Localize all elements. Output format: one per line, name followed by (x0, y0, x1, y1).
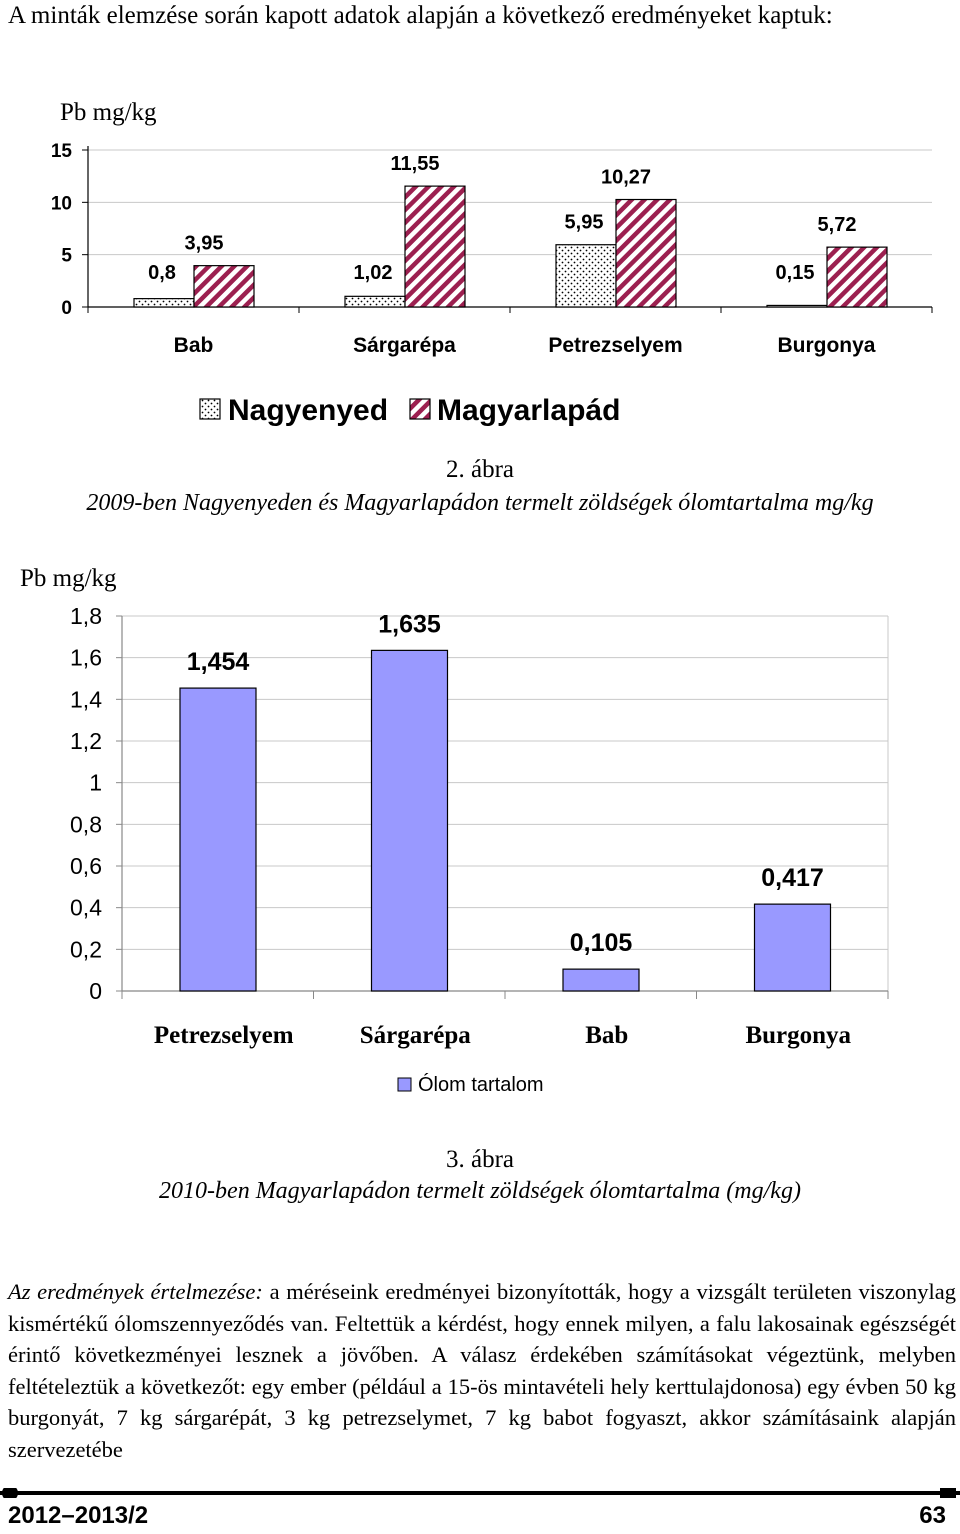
chart2-category-label: Burgonya (745, 1022, 851, 1049)
chart1-category-label: Burgonya (777, 334, 875, 357)
chart1-data-label: 0,8 (148, 262, 176, 284)
chart2-ytick-label: 1,8 (70, 603, 102, 629)
intro-text: A minták elemzése során kapott adatok al… (8, 2, 833, 29)
chart1-data-label: 0,15 (776, 262, 815, 284)
chart1-bar (344, 295, 406, 308)
chart2-data-label: 0,417 (761, 864, 824, 892)
chart1-data-label: 11,55 (391, 153, 440, 175)
chart2-bar (179, 687, 257, 992)
chart2-ytick-label: 1 (89, 770, 102, 796)
figure-3-number: 3. ábra (445, 1146, 515, 1173)
chart-2010-lead-content: Pb mg/kg 0 0,2 0,4 0,6 0,8 1 1,2 1,4 1,6 1,8 1,45… (20, 565, 889, 1096)
chart2-ylabel: Pb mg/kg (20, 565, 117, 592)
chart1-data-label: 5,72 (818, 214, 857, 236)
chart2-ytick-label: 0 (89, 978, 102, 1004)
footer-page-number: 63 (919, 1502, 946, 1529)
chart1-bar (826, 246, 888, 308)
chart2-ytick-label: 0,6 (70, 853, 102, 879)
chart2-category-label: Sárgarépa (360, 1022, 472, 1049)
chart2-data-label: 1,454 (187, 648, 250, 676)
chart1-bar (193, 265, 255, 308)
chart1-legend-label: Nagyenyed (228, 394, 388, 427)
footer-rule (0, 1488, 960, 1498)
chart2-data-label: 1,635 (378, 610, 441, 638)
body-paragraph: Az eredmények értelmezése: a méréseink e… (8, 1276, 956, 1465)
chart1-ylabel: Pb mg/kg (60, 99, 157, 126)
chart2-ytick-label: 0,4 (70, 895, 102, 921)
chart2-ytick-label: 0,2 (70, 936, 102, 962)
chart1-ytick-label: 0 (61, 298, 72, 319)
chart1-data-label: 5,95 (565, 212, 604, 234)
chart1-ytick-label: 10 (51, 193, 72, 214)
figure-3-caption: 2010-ben Magyarlapádon termelt zöldségek… (159, 1178, 801, 1204)
chart-2009-lead-content: Pb mg/kg 0 5 10 15 0,8 3,95 1,02 11,55 5,95 10,2… (51, 99, 933, 427)
chart2-legend-label: Ólom tartalom (418, 1073, 544, 1096)
chart2-data-label: 0,105 (570, 929, 633, 957)
chart2-legend-swatch (397, 1077, 412, 1092)
footer-issue: 2012–2013/2 (8, 1502, 149, 1529)
chart1-data-label: 1,02 (354, 262, 393, 284)
chart1-bar (404, 185, 466, 308)
chart1-legend-swatch (199, 398, 221, 420)
chart1-ytick-label: 15 (51, 141, 73, 162)
chart1-bar (133, 298, 195, 308)
chart1-bar (615, 198, 677, 308)
chart2-category-label: Bab (585, 1022, 628, 1049)
chart1-data-label: 10,27 (601, 167, 651, 189)
chart1-category-label: Bab (174, 334, 214, 357)
chart2-ytick-label: 1,2 (70, 728, 102, 754)
figure-2-caption: 2009-ben Nagyenyeden és Magyarlapádon te… (86, 490, 874, 516)
chart1-bar (555, 244, 617, 308)
chart2-ytick-label: 0,8 (70, 811, 102, 837)
chart1-legend-label: Magyarlapád (437, 394, 620, 427)
chart2-ytick-label: 1,4 (70, 686, 102, 712)
chart1-legend-swatch (409, 398, 431, 420)
figure-2-number: 2. ábra (445, 456, 515, 483)
chart1-bar (766, 304, 828, 308)
chart1-category-label: Sárgarépa (353, 334, 456, 357)
chart1-category-label: Petrezselyem (548, 334, 682, 357)
body-lead: Az eredmények értelmezése: (8, 1279, 263, 1304)
chart2-category-label: Petrezselyem (154, 1022, 294, 1049)
chart1-data-label: 3,95 (185, 233, 224, 255)
chart2-bar (753, 903, 832, 992)
chart2-bar (562, 968, 640, 992)
chart2-ytick-label: 1,6 (70, 645, 102, 671)
chart2-bar (370, 649, 449, 992)
body-text: a méréseink eredményei bizonyították, ho… (8, 1279, 956, 1462)
chart1-ytick-label: 5 (61, 246, 72, 267)
